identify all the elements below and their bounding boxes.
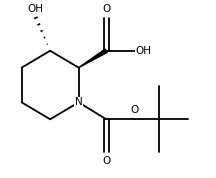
Text: OH: OH	[136, 46, 152, 56]
Text: OH: OH	[27, 4, 43, 14]
Text: O: O	[102, 4, 110, 14]
Text: O: O	[131, 105, 139, 115]
Polygon shape	[79, 49, 107, 68]
Text: N: N	[75, 97, 83, 107]
Text: O: O	[102, 156, 110, 166]
